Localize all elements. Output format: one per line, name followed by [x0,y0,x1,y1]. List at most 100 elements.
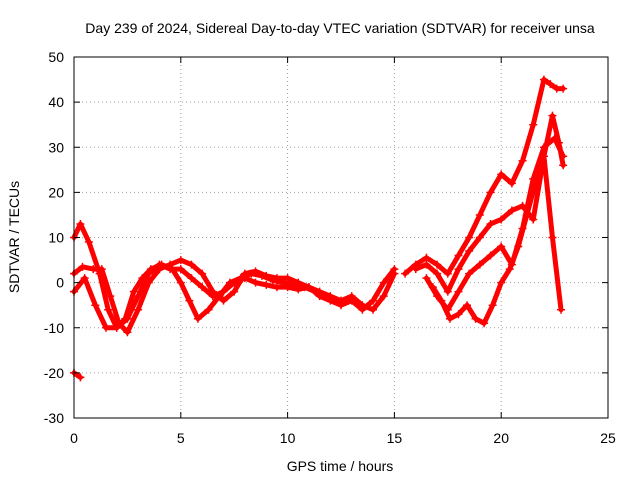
data-point [185,296,194,305]
data-point [219,287,228,296]
series-trace [430,153,564,326]
data-point [198,283,207,292]
data-point [463,301,472,310]
data-point [78,262,87,271]
data-point [272,283,281,292]
data-point [539,152,548,161]
x-tick-label: 20 [493,430,509,446]
data-point [546,80,555,89]
data-point [445,314,454,323]
data-point [522,210,531,219]
data-point [193,314,202,323]
data-point [465,269,474,278]
data-point [559,152,568,161]
data-point [497,242,506,251]
chart-title: Day 239 of 2024, Sidereal Day-to-day VTE… [85,20,595,36]
data-point [507,179,516,188]
data-point [507,206,516,215]
data-point [443,287,452,296]
data-point [539,75,548,84]
data-point [475,210,484,219]
data-point [411,265,420,274]
data-point [454,287,463,296]
x-axis-label: GPS time / hours [287,458,394,474]
data-point [240,274,249,283]
y-tick-label: -30 [44,410,64,426]
data-point [337,296,345,305]
data-point [486,251,495,260]
data-point [315,287,324,296]
series-track-e [401,75,568,278]
data-point [529,120,538,129]
data-point [465,233,474,242]
data-point [437,296,446,305]
data-point [497,170,506,179]
data-point [454,310,463,319]
data-point [505,265,514,274]
data-point [294,278,303,287]
data-point [97,265,106,274]
data-point [486,188,495,197]
data-point [251,267,260,276]
data-point [475,233,484,242]
series-track-h [428,152,566,328]
x-tick-label: 25 [600,430,616,446]
data-point [559,161,568,170]
data-point [106,292,115,301]
data-point [379,278,388,287]
data-point [219,296,228,305]
data-point [104,305,113,314]
data-point [390,269,399,278]
data-point [539,143,548,152]
data-point [198,269,207,278]
data-point [176,278,185,287]
series-track-c [70,260,399,332]
y-tick-label: 10 [48,230,64,246]
data-point [262,271,271,280]
data-point [497,278,506,287]
data-point [422,260,431,269]
y-tick-label: 20 [48,184,64,200]
data-point [144,269,153,278]
data-point [80,274,89,283]
data-point [123,314,132,323]
y-tick-label: -20 [44,365,64,381]
data-point [84,238,93,247]
data-point [454,251,463,260]
data-point [369,305,378,314]
data-point [304,283,313,292]
data-point [443,269,452,278]
y-tick-label: 30 [48,139,64,155]
data-point [134,292,143,301]
data-point [433,260,442,269]
data-point [401,269,410,278]
data-point [433,269,442,278]
data-point [166,265,175,274]
data-point [176,256,185,265]
data-point [251,278,260,287]
data-point [486,219,495,228]
data-point [557,305,566,314]
data-point [422,253,431,262]
data-point [514,242,523,251]
data-point [76,373,85,382]
data-point [548,233,557,242]
x-tick-label: 15 [387,430,403,446]
x-tick-label: 5 [177,430,185,446]
data-point [529,215,538,224]
y-tick-label: -10 [44,320,64,336]
data-point [262,280,271,289]
series-trace [423,135,566,313]
data-point [488,301,497,310]
data-point [369,296,378,305]
data-point [91,301,100,310]
data-point [475,260,484,269]
axes: 0 5 10 15 20 25 -30 -20 -10 0 10 20 30 40 50 [44,49,616,446]
data-point [358,301,367,310]
data-point [102,323,111,332]
data-point [187,274,196,283]
y-tick-label: 50 [48,49,64,65]
y-tick-label: 0 [56,275,64,291]
data-point [112,323,121,332]
data-point [187,260,196,269]
